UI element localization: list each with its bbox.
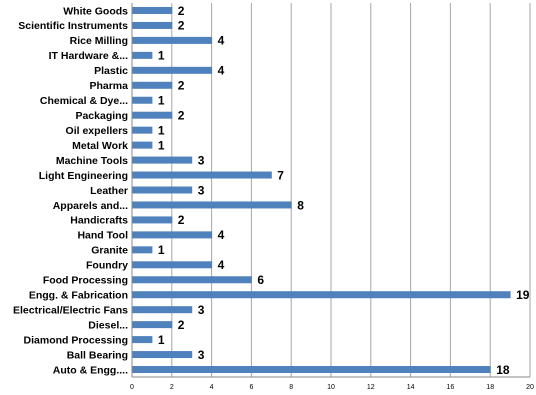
- bar: [132, 171, 272, 179]
- value-label: 2: [178, 213, 185, 227]
- bar: [132, 351, 193, 359]
- bar: [132, 6, 173, 14]
- bar: [132, 156, 193, 164]
- bar: [132, 36, 213, 44]
- bar: [132, 321, 173, 329]
- category-label: Chemical & Dye...: [40, 95, 128, 107]
- x-tick-label: 16: [447, 384, 455, 391]
- x-tick-label: 18: [486, 384, 494, 391]
- category-label: Diesel...: [88, 319, 128, 331]
- category-label: Ball Bearing: [67, 349, 128, 361]
- value-label: 2: [178, 79, 185, 93]
- category-label: Handicrafts: [70, 215, 128, 227]
- bar: [132, 96, 153, 104]
- x-tick-label: 20: [526, 384, 534, 391]
- bar: [132, 186, 193, 194]
- value-label: 1: [158, 94, 165, 108]
- value-label: 1: [158, 49, 165, 63]
- x-tick-label: 12: [367, 384, 375, 391]
- bar: [132, 141, 153, 149]
- value-label: 1: [158, 333, 165, 347]
- category-label: Plastic: [94, 65, 128, 77]
- category-label: Granite: [91, 245, 128, 257]
- value-label: 18: [496, 363, 510, 377]
- value-label: 8: [297, 198, 304, 212]
- category-label: Leather: [90, 185, 128, 197]
- gridlines: [171, 3, 531, 377]
- category-label: IT Hardware &...: [49, 50, 128, 62]
- x-tick-label: 6: [249, 384, 253, 391]
- value-label: 2: [178, 109, 185, 123]
- bar: [132, 261, 213, 269]
- category-label: Packaging: [75, 110, 128, 122]
- value-label: 3: [198, 183, 205, 197]
- bars: [132, 6, 511, 374]
- x-tick-label: 8: [289, 384, 293, 391]
- bar: [132, 81, 173, 89]
- bar: [132, 111, 173, 119]
- bar: [132, 336, 153, 344]
- category-label: Apparels and...: [53, 200, 128, 212]
- category-label: White Goods: [63, 5, 128, 17]
- value-label: 7: [277, 168, 284, 182]
- value-label: 4: [218, 228, 225, 242]
- bar: [132, 21, 173, 29]
- value-label: 6: [257, 273, 264, 287]
- x-tick-label: 0: [130, 384, 134, 391]
- x-tick-label: 4: [210, 384, 214, 391]
- category-label: Electrical/Electric Fans: [13, 304, 128, 316]
- bar: [132, 126, 153, 134]
- category-label: Hand Tool: [77, 230, 128, 242]
- x-tick-label: 2: [170, 384, 174, 391]
- category-label: Machine Tools: [56, 155, 128, 167]
- category-label: Metal Work: [72, 140, 128, 152]
- bar: [132, 201, 292, 209]
- bar: [132, 276, 252, 284]
- category-label: Pharma: [89, 80, 128, 92]
- value-label: 1: [158, 123, 165, 137]
- category-label: Foundry: [86, 260, 128, 272]
- category-label: Scientific Instruments: [18, 20, 128, 32]
- category-label: Diamond Processing: [24, 334, 128, 346]
- value-label: 4: [218, 258, 225, 272]
- value-label: 3: [198, 153, 205, 167]
- value-label: 2: [178, 19, 185, 33]
- value-label: 3: [198, 303, 205, 317]
- value-label: 19: [516, 288, 530, 302]
- category-label: Auto & Engg....: [53, 364, 128, 376]
- bar: [132, 246, 153, 254]
- bar: [132, 291, 511, 299]
- x-tick-label: 14: [407, 384, 415, 391]
- bar: [132, 66, 213, 74]
- bar: [132, 231, 213, 239]
- category-label: Light Engineering: [39, 170, 128, 182]
- value-label: 1: [158, 243, 165, 257]
- category-label: Food Processing: [43, 275, 128, 287]
- value-label: 2: [178, 318, 185, 332]
- value-label: 3: [198, 348, 205, 362]
- category-label: Rice Milling: [70, 35, 128, 47]
- bar: [132, 51, 153, 59]
- category-label: Oil expellers: [66, 125, 129, 137]
- bar: [132, 216, 173, 224]
- bar: [132, 306, 193, 314]
- axes: [131, 3, 530, 378]
- value-label: 1: [158, 138, 165, 152]
- x-tick-label: 10: [327, 384, 335, 391]
- value-label: 2: [178, 4, 185, 18]
- value-label: 4: [218, 64, 225, 78]
- bar: [132, 366, 491, 374]
- category-label: Engg. & Fabrication: [29, 290, 128, 302]
- value-label: 4: [218, 34, 225, 48]
